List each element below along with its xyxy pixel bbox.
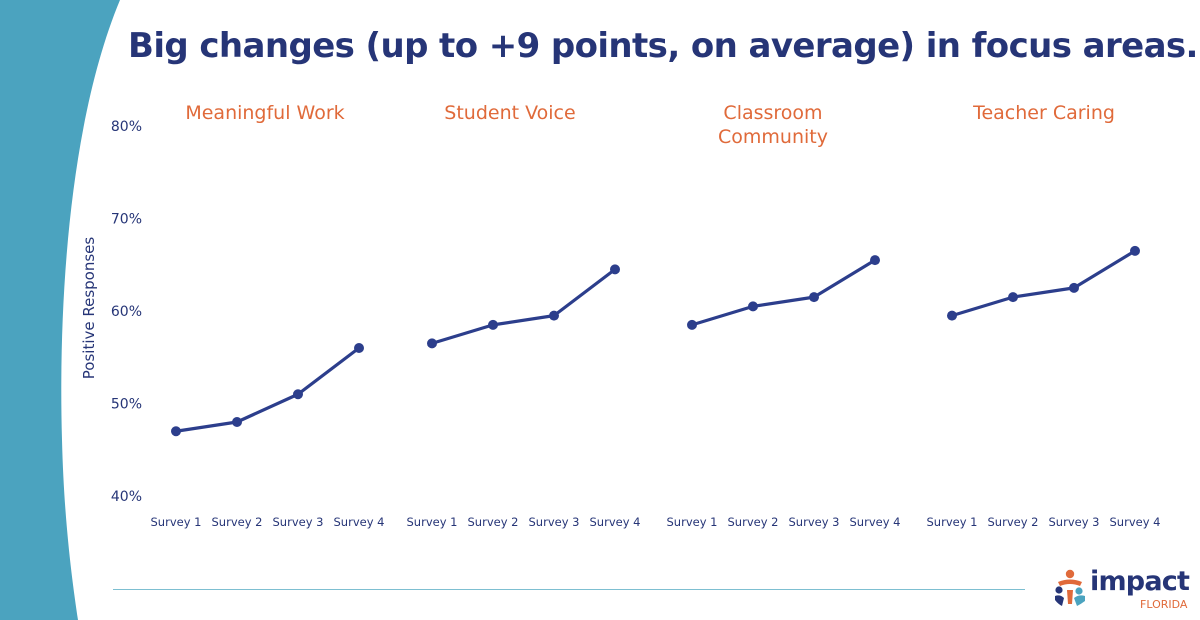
data-point xyxy=(354,343,364,353)
logo-subtext: FLORIDA xyxy=(1140,598,1188,611)
logo-arm-orange xyxy=(1058,579,1082,586)
panel-title: Classroom xyxy=(723,102,822,124)
logo-body-teal xyxy=(1074,595,1085,606)
y-tick-label: 50% xyxy=(111,397,142,413)
panel-title: Student Voice xyxy=(444,102,575,124)
y-tick-label: 80% xyxy=(111,119,142,135)
data-point xyxy=(171,426,181,437)
x-tick-label: Survey 1 xyxy=(927,515,978,529)
y-axis: 80% 70% 60% 50% 40% xyxy=(111,119,142,505)
data-point xyxy=(427,338,437,349)
x-tick-label: Survey 3 xyxy=(789,515,840,529)
data-point xyxy=(1069,282,1079,293)
data-point xyxy=(870,255,880,266)
series-line xyxy=(430,267,617,345)
chart-panel: Student Voice Survey 1 Survey 2 Survey 3 Sur… xyxy=(407,102,641,529)
logo-body-navy xyxy=(1055,595,1064,606)
x-tick-label: Survey 1 xyxy=(151,515,202,529)
footer-divider xyxy=(113,589,1025,590)
y-tick-label: 70% xyxy=(111,212,142,228)
x-tick-label: Survey 2 xyxy=(212,515,263,529)
data-point xyxy=(748,301,758,312)
logo-head-orange xyxy=(1065,569,1075,579)
x-tick-label: Survey 3 xyxy=(273,515,324,529)
chart-panel: Meaningful Work Survey 1 Survey 2 Survey 3 S… xyxy=(151,102,385,529)
x-tick-label: Survey 4 xyxy=(334,515,385,529)
series-line xyxy=(690,258,877,327)
data-point xyxy=(293,389,303,400)
data-point xyxy=(610,264,620,275)
panel-title: Meaningful Work xyxy=(185,102,344,124)
data-point xyxy=(1008,292,1018,303)
series-line xyxy=(950,249,1137,318)
panel-title: Teacher Caring xyxy=(972,102,1115,124)
x-tick-label: Survey 2 xyxy=(468,515,519,529)
people-cluster-icon xyxy=(1055,569,1085,606)
data-point xyxy=(232,417,242,427)
x-tick-label: Survey 4 xyxy=(850,515,901,529)
y-tick-label: 60% xyxy=(111,304,142,320)
y-tick-label: 40% xyxy=(111,489,142,505)
logo-head-teal xyxy=(1075,587,1083,595)
x-tick-label: Survey 3 xyxy=(529,515,580,529)
x-tick-label: Survey 2 xyxy=(988,515,1039,529)
series-line xyxy=(174,346,361,433)
data-point xyxy=(809,292,819,303)
left-band-shape xyxy=(0,0,120,620)
y-axis-label: Positive Responses xyxy=(80,237,98,380)
data-point xyxy=(488,319,498,330)
chart-panel: Teacher Caring Survey 1 Survey 2 Survey 3 Su… xyxy=(927,102,1161,529)
x-tick-label: Survey 3 xyxy=(1049,515,1100,529)
logo-wordmark: impact xyxy=(1090,566,1190,597)
logo-body-center xyxy=(1067,590,1073,604)
data-point xyxy=(687,319,697,330)
panel-title: Community xyxy=(718,126,828,148)
x-tick-label: Survey 4 xyxy=(590,515,641,529)
x-tick-label: Survey 1 xyxy=(667,515,718,529)
logo-head-navy xyxy=(1055,586,1063,594)
data-point xyxy=(549,310,559,321)
data-point xyxy=(947,310,957,321)
impact-florida-logo: impact FLORIDA xyxy=(1052,566,1200,616)
page-title: Big changes (up to +9 points, on average… xyxy=(128,26,1198,66)
data-point xyxy=(1130,245,1140,256)
x-tick-label: Survey 1 xyxy=(407,515,458,529)
x-tick-label: Survey 2 xyxy=(728,515,779,529)
x-tick-label: Survey 4 xyxy=(1110,515,1161,529)
